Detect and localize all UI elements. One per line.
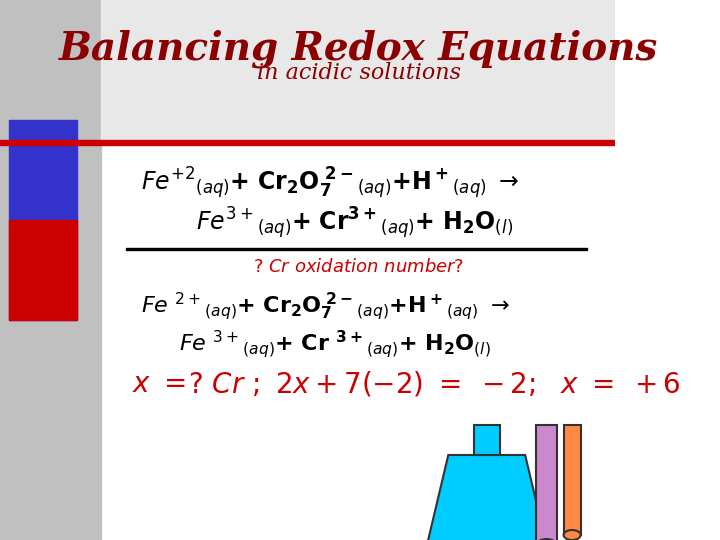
Text: $\mathbf{\mathit{Fe^{3+}}}_{(aq)}\mathbf{+\ Cr^{3+}}_{(aq)}\mathbf{+\ H_2O}_{(l): $\mathbf{\mathit{Fe^{3+}}}_{(aq)}\mathbf… — [197, 205, 513, 241]
Text: $\mathbf{\mathit{Fe^{+2}}}_{(aq)}\mathbf{+\ Cr_2O_7^{\ 2-}}_{(aq)}\mathbf{+H^+}_: $\mathbf{\mathit{Fe^{+2}}}_{(aq)}\mathbf… — [141, 165, 520, 201]
Bar — [9, 120, 77, 320]
Ellipse shape — [564, 530, 580, 540]
Text: $\mathit{?\ Cr\ oxidation\ number?}$: $\mathit{?\ Cr\ oxidation\ number?}$ — [253, 258, 464, 276]
Text: $\mathbf{\mathit{?\ Cr\ ;\ 2x+7(-2)\ =\ -2;\ \ x\ =\ +6}}$: $\mathbf{\mathit{?\ Cr\ ;\ 2x+7(-2)\ =\ … — [188, 370, 680, 399]
Bar — [127, 247, 588, 250]
Polygon shape — [474, 425, 500, 455]
Bar — [0, 0, 101, 540]
Bar — [564, 425, 580, 535]
Text: Balancing Redox Equations: Balancing Redox Equations — [59, 30, 658, 69]
Bar — [536, 425, 557, 540]
Text: $\mathbf{\mathit{Fe\ ^{2+}}}_{(aq)}\mathbf{+\ Cr_2O_7^{\ 2-}}_{(aq)}\mathbf{+H^+: $\mathbf{\mathit{Fe\ ^{2+}}}_{(aq)}\math… — [141, 290, 510, 322]
Text: $\mathbf{\mathit{x\ =\ }}$: $\mathbf{\mathit{x\ =\ }}$ — [132, 370, 186, 398]
Text: $\mathbf{\mathit{Fe\ ^{3+}}}_{(aq)}\mathbf{+\ Cr\ ^{3+}}_{(aq)}\mathbf{+\ H_2O}_: $\mathbf{\mathit{Fe\ ^{3+}}}_{(aq)}\math… — [179, 328, 491, 360]
Bar — [0, 140, 615, 145]
Bar — [9, 220, 77, 320]
Polygon shape — [427, 455, 546, 540]
Text: in acidic solutions: in acidic solutions — [256, 62, 461, 84]
Ellipse shape — [536, 539, 557, 540]
Bar — [101, 0, 615, 140]
